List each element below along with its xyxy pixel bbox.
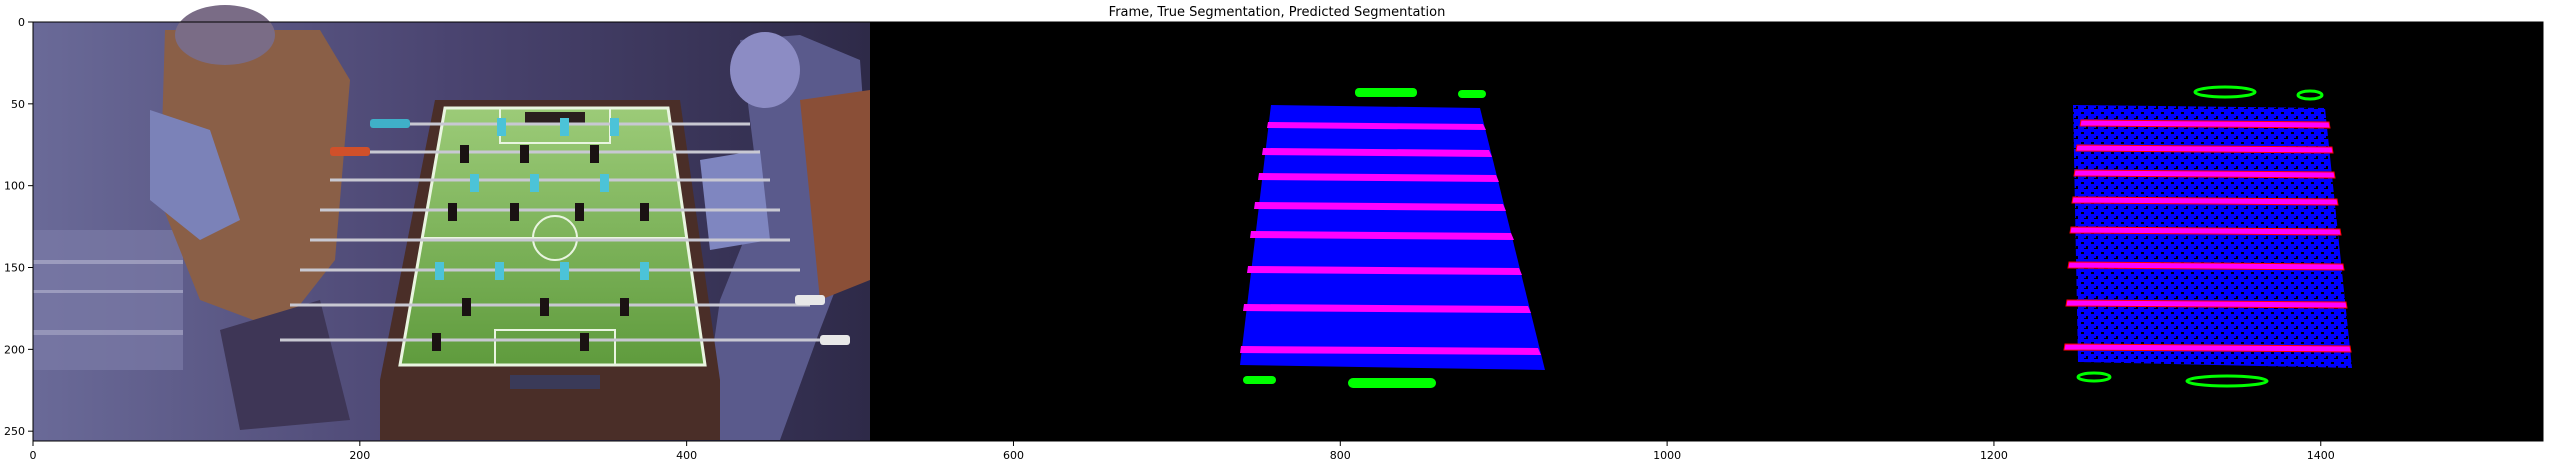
y-tick-label: 250	[4, 425, 25, 438]
y-tick-label: 150	[4, 262, 25, 275]
y-axis-ticks: 0 50 100 150 200 250	[4, 16, 33, 438]
figure-title: Frame, True Segmentation, Predicted Segm…	[1109, 5, 1446, 20]
x-tick-label: 200	[349, 449, 370, 462]
true-segmentation-panel	[1240, 88, 1545, 388]
x-axis-ticks: 0 200 400 600 800 1000 1200 1400	[30, 441, 2335, 462]
axes-frame	[32, 21, 2544, 442]
x-tick-label: 800	[1330, 449, 1351, 462]
x-tick-label: 1400	[2307, 449, 2335, 462]
y-tick-label: 200	[4, 343, 25, 356]
y-tick-label: 50	[11, 98, 25, 111]
y-tick-label: 0	[18, 16, 25, 29]
y-tick-label: 100	[4, 180, 25, 193]
x-tick-label: 1000	[1653, 449, 1681, 462]
predicted-segmentation-panel	[2063, 85, 2352, 388]
x-tick-label: 0	[30, 449, 37, 462]
camera-frame-panel	[33, 5, 870, 441]
x-tick-label: 400	[676, 449, 697, 462]
x-tick-label: 600	[1003, 449, 1024, 462]
x-tick-label: 1200	[1980, 449, 2008, 462]
